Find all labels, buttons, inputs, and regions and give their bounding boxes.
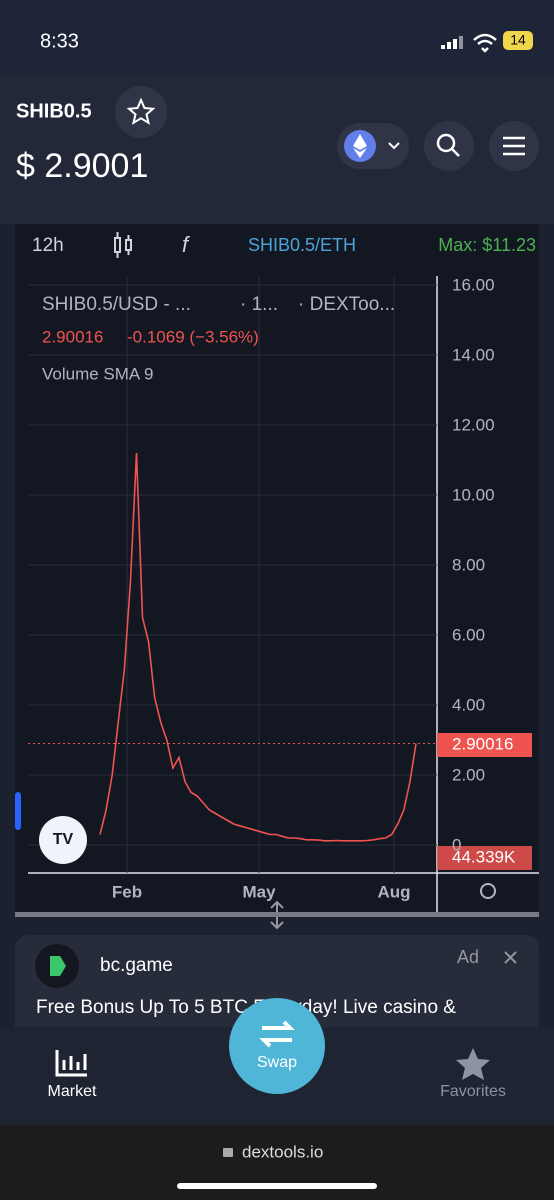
home-indicator [177,1183,377,1189]
y-tick-label: 16.00 [452,275,495,294]
favorites-icon [456,1048,490,1080]
wifi [473,33,497,53]
menu-icon [503,136,525,156]
battery-level: 14 [510,32,526,48]
swap-button[interactable] [229,998,325,1094]
search-icon [436,133,456,153]
url[interactable]: dextools.io [242,1142,323,1161]
ad-text: Free Bonus Up To 5 BTC Everyday! Live ca… [36,997,456,1018]
y-tick-label: 0 [452,835,461,854]
nav-swap[interactable]: Swap [257,1054,297,1071]
x-tick-label: Aug [377,882,410,901]
y-tick-label: 12.00 [452,415,495,434]
volume-tag-label: 44.339K [452,847,516,866]
chart-panel [15,224,539,916]
max-price: Max: $11.23 [438,235,536,255]
indicators-icon[interactable]: f [182,232,191,257]
price-line [99,452,417,842]
ad-logo-glyph [50,956,66,976]
search-button[interactable] [424,121,474,171]
status-bar [0,0,554,76]
legend-price: 2.90016 [42,327,103,346]
panel-divider [15,912,539,917]
x-tick-label: Feb [112,882,142,901]
price-tag [437,733,532,757]
search-handle [451,148,460,157]
market-icon [55,1050,87,1077]
price: $ 2.9001 [16,147,148,185]
y-tick-label: 2.00 [452,765,485,784]
swap-icon [259,1020,295,1048]
y-tick-label: 4.00 [452,695,485,714]
x-tick-label: May [242,882,276,901]
interval[interactable]: 12h [32,235,64,256]
candle-icon[interactable] [114,232,132,258]
symbol: SHIB0.5 [16,100,92,122]
legend-change: -0.1069 (−3.56%) [127,327,259,346]
y-tick-label: 6.00 [452,625,485,644]
clock: 8:33 [40,30,79,52]
pair-link[interactable]: SHIB0.5/ETH [248,235,356,255]
eth-glyph [353,134,367,158]
chart-title-part: · DEXToo... [298,294,395,315]
favorite-button[interactable] [115,86,167,138]
vertical-grid [126,276,395,873]
nav-favorites[interactable]: Favorites [440,1083,506,1100]
signal [441,36,463,49]
ad-tag: Ad [457,947,479,967]
y-tick-label: 8.00 [452,555,485,574]
chart-title: SHIB0.5/USD - ... [42,294,191,315]
y-tick-label: 10.00 [452,485,495,504]
tradingview-logo[interactable] [39,816,87,864]
chart-title-part: · 1... [240,294,278,315]
volume-tag [437,846,532,870]
nav-market[interactable]: Market [48,1083,97,1100]
ad-close[interactable] [504,951,517,964]
settings-icon[interactable] [480,883,496,899]
ad-name: bc.game [100,955,173,976]
y-tick-label: 14.00 [452,345,495,364]
ad-card[interactable] [15,935,539,1045]
lock-icon [223,1148,233,1157]
side-tab[interactable] [15,792,21,830]
tradingview-glyph: TV [53,831,74,848]
battery [503,31,533,50]
star-icon [126,97,156,125]
chevron [388,142,400,150]
indicator-label: Volume SMA 9 [42,364,154,383]
price-tag-label: 2.90016 [452,734,513,753]
